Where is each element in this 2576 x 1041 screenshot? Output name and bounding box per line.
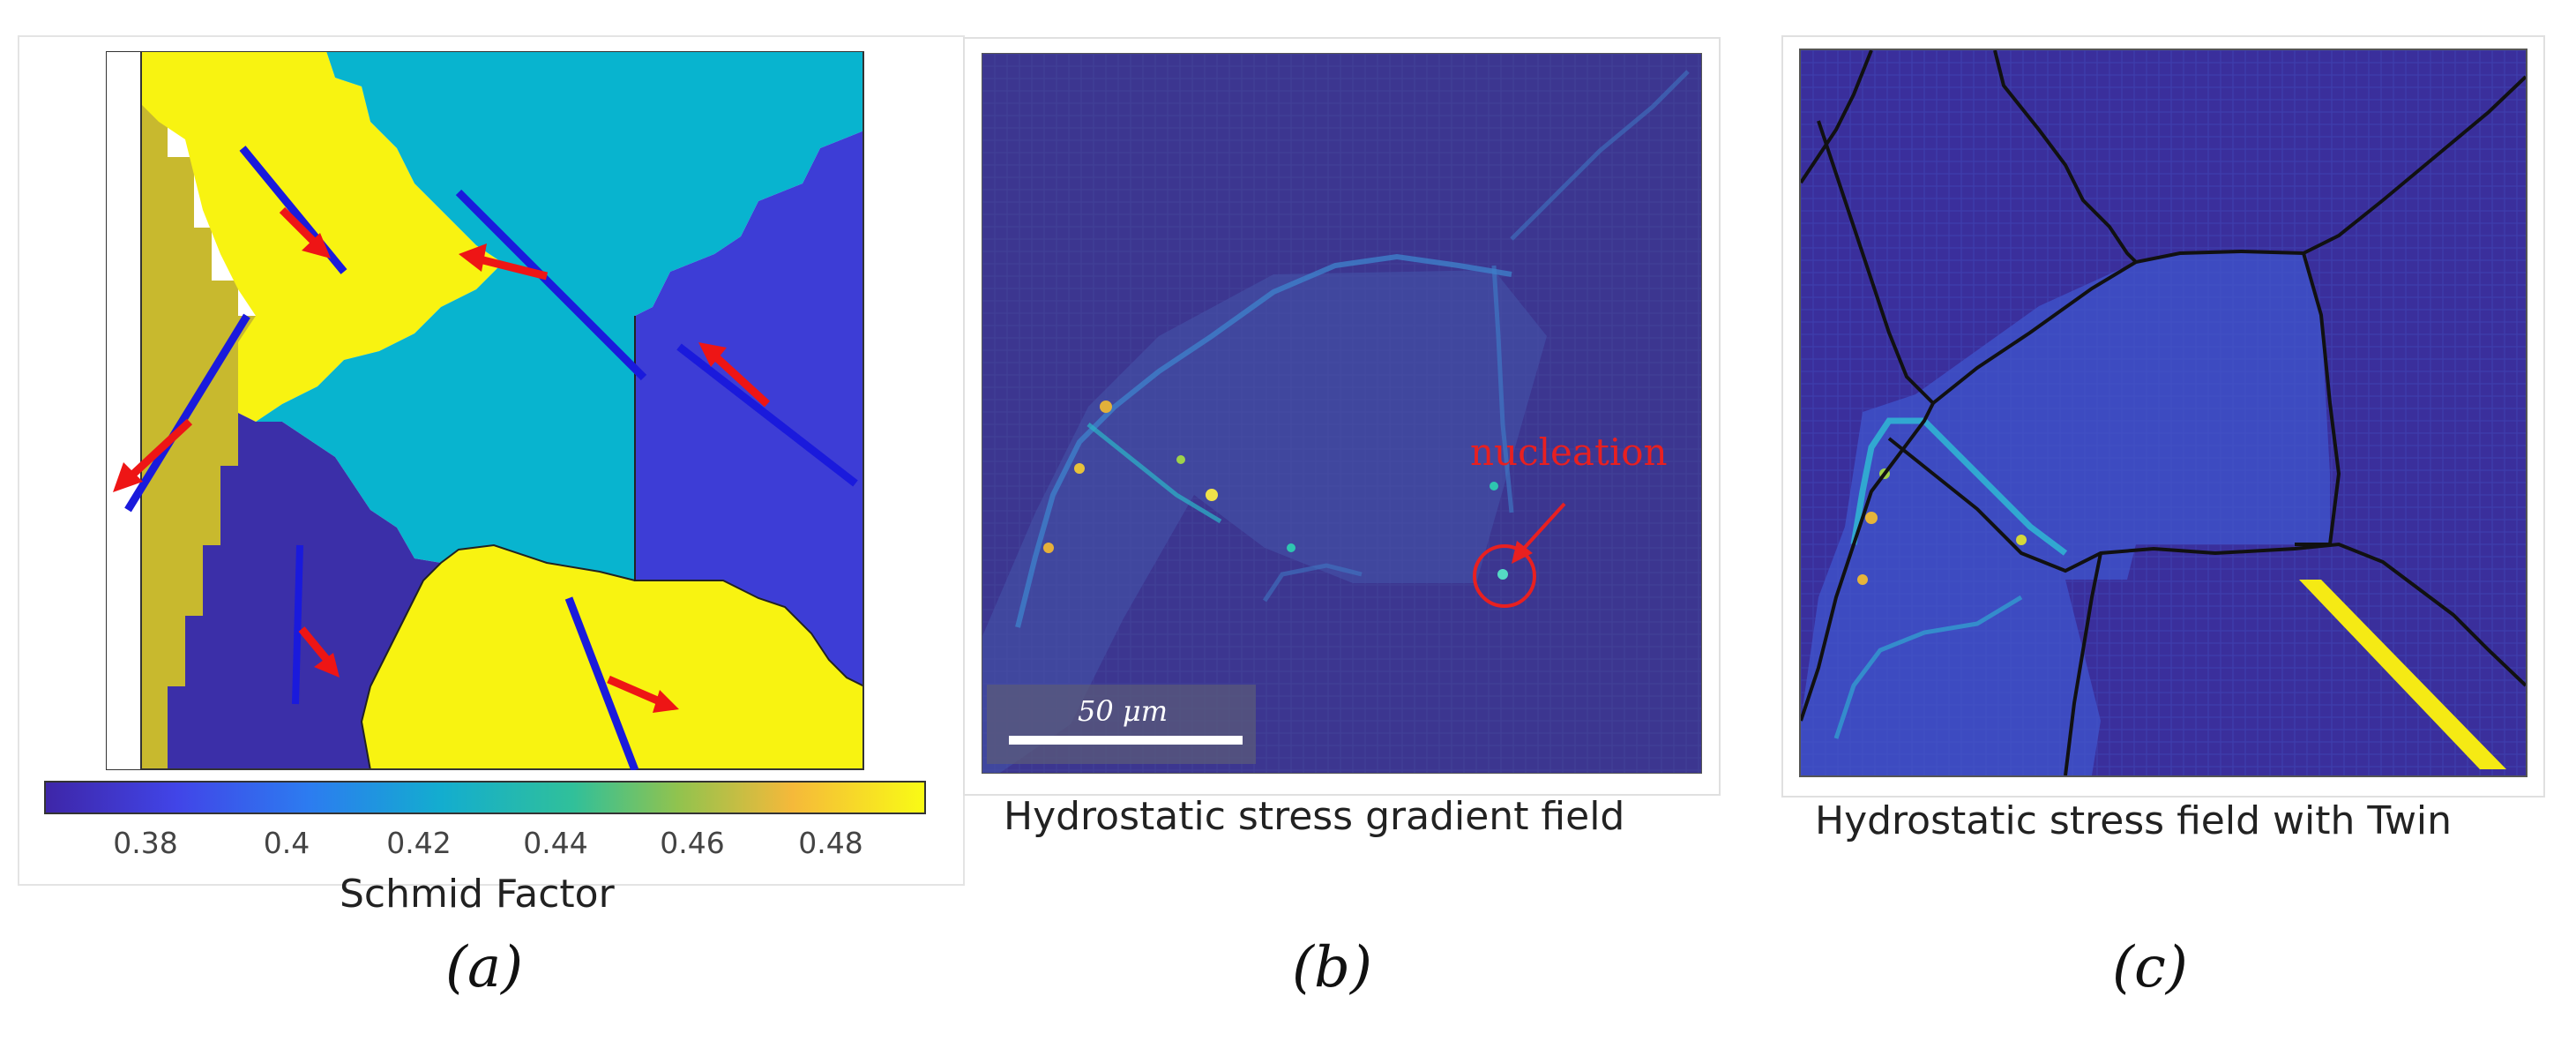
twin-direction-arrow xyxy=(113,418,193,492)
nucleation-label: nucleation xyxy=(1470,431,1668,474)
panel-a-label: (a) xyxy=(445,935,524,1000)
colorbar-tick: 0.48 xyxy=(798,826,863,860)
colorbar-tick: 0.4 xyxy=(263,826,310,860)
slip-line xyxy=(124,313,250,513)
slip-line xyxy=(676,343,858,487)
twin-direction-arrow xyxy=(459,243,549,281)
grain-boundaries xyxy=(1801,50,2526,775)
grain-teal xyxy=(256,51,864,580)
scale-bar xyxy=(1009,736,1243,745)
twin-direction-arrow xyxy=(607,675,679,713)
colorbar-tick: 0.38 xyxy=(113,826,178,860)
panel-c-caption: Hydrostatic stress field with Twin xyxy=(1815,798,2453,843)
colorbar-tick: 0.46 xyxy=(660,826,725,860)
panel-b-caption: Hydrostatic stress gradient field xyxy=(1004,794,1625,839)
grain-yellow-top-left xyxy=(141,51,503,422)
slip-line xyxy=(292,544,303,705)
scale-bar-label: 50 μm xyxy=(1078,694,1169,728)
grain-blue-right xyxy=(635,131,864,686)
schmid-factor-map xyxy=(106,51,864,770)
twin-direction-arrow xyxy=(698,342,771,408)
twin-direction-arrow xyxy=(279,206,331,258)
colorbar-title: Schmid Factor xyxy=(340,872,615,917)
slip-line xyxy=(455,189,647,381)
map-left-strip xyxy=(106,51,142,770)
grain-boundary xyxy=(360,543,636,770)
twin-direction-arrow xyxy=(298,626,340,678)
grain-olive xyxy=(141,51,282,770)
panel-b-label: (b) xyxy=(1292,935,1372,1000)
nucleation-arrow xyxy=(1519,502,1566,554)
nucleation-circle xyxy=(1473,544,1536,608)
slip-line xyxy=(564,596,639,770)
grain-boundary xyxy=(634,316,864,687)
colorbar-tick: 0.42 xyxy=(386,826,452,860)
grain-yellow-bottom xyxy=(362,545,864,770)
twin-band xyxy=(2299,580,2506,769)
schmid-factor-colorbar xyxy=(44,781,926,814)
colorbar-tick: 0.44 xyxy=(523,826,588,860)
hydrostatic-gradient-map xyxy=(982,53,1702,774)
panel-c-label: (c) xyxy=(2112,935,2188,1000)
scale-bar-box xyxy=(987,685,1256,764)
hydrostatic-twin-map xyxy=(1799,49,2527,777)
